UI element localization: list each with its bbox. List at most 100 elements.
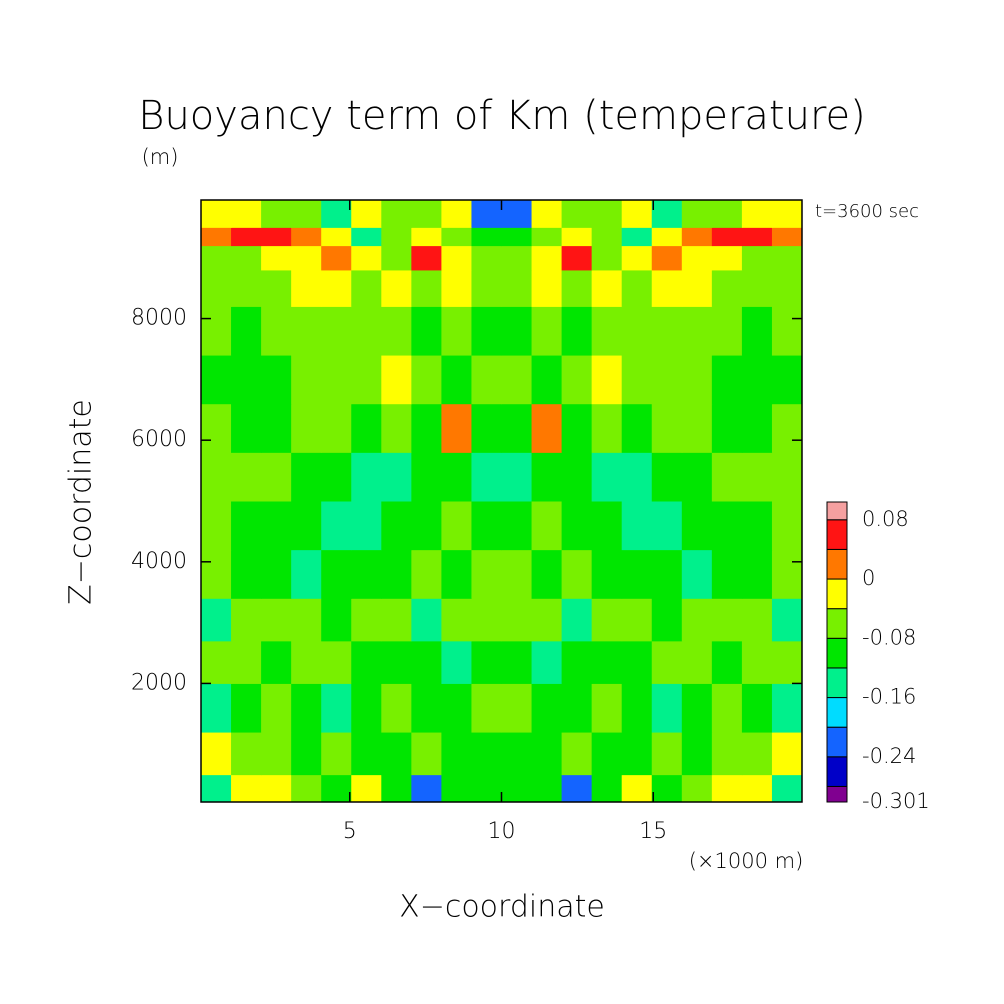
contour-cell	[711, 227, 743, 247]
contour-cell	[381, 306, 412, 356]
x-tick-label: 5	[343, 819, 357, 844]
contour-cell	[231, 774, 262, 803]
contour-cell	[351, 245, 382, 271]
contour-cell	[681, 269, 713, 307]
contour-cell	[621, 227, 653, 247]
x-unit: (×1000 m)	[689, 849, 804, 873]
contour-cell	[441, 200, 472, 228]
contour-cell	[591, 732, 623, 776]
contour-cell	[591, 306, 623, 356]
contour-cell	[351, 355, 382, 405]
contour-cell	[411, 598, 442, 642]
contour-cell	[621, 200, 653, 228]
colorbar-label: -0.08	[862, 625, 916, 649]
contour-cell	[471, 683, 502, 733]
contour-cell	[201, 403, 232, 453]
contour-cell	[351, 269, 382, 307]
contour-cell	[561, 501, 593, 551]
contour-cell	[201, 269, 232, 307]
contour-cell	[681, 598, 713, 642]
contour-cell	[561, 683, 593, 733]
contour-cell	[441, 269, 472, 307]
contour-cell	[321, 269, 352, 307]
contour-cell	[561, 227, 593, 247]
contour-cell	[501, 245, 533, 271]
colorbar-box	[826, 519, 848, 550]
contour-cell	[231, 549, 262, 599]
contour-cell	[321, 403, 352, 453]
contour-cell	[771, 598, 803, 642]
contour-cell	[591, 549, 623, 599]
contour-cell	[591, 227, 623, 247]
contour-cell	[531, 245, 563, 271]
contour-cell	[321, 245, 352, 271]
colorbar-box	[826, 501, 848, 521]
contour-cell	[681, 683, 713, 733]
contour-cell	[501, 774, 533, 803]
contour-cell	[201, 501, 232, 551]
contour-cell	[321, 452, 352, 502]
contour-cell	[711, 452, 743, 502]
colorbar-box	[826, 697, 848, 728]
contour-cell	[321, 683, 352, 733]
contour-cell	[621, 732, 653, 776]
contour-cell	[771, 245, 803, 271]
contour-cell	[441, 306, 472, 356]
contour-cell	[441, 245, 472, 271]
contour-cell	[261, 640, 292, 684]
contour-cell	[651, 306, 683, 356]
contour-cell	[261, 501, 292, 551]
contour-cell	[351, 501, 382, 551]
contour-cell	[441, 774, 472, 803]
contour-cell	[201, 452, 232, 502]
contour-cell	[321, 640, 352, 684]
contour-cell	[411, 200, 442, 228]
contour-cell	[771, 306, 803, 356]
contour-cell	[321, 732, 352, 776]
contour-cell	[681, 640, 713, 684]
contour-cell	[681, 774, 713, 803]
contour-cell	[531, 774, 563, 803]
y-tick-label: 4000	[131, 549, 187, 574]
contour-cell	[591, 640, 623, 684]
contour-cell	[741, 403, 773, 453]
contour-cell	[741, 355, 773, 405]
contour-cell	[441, 732, 472, 776]
contour-cell	[561, 200, 593, 228]
contour-cell	[681, 245, 713, 271]
contour-cell	[651, 245, 683, 271]
contour-cell	[501, 200, 533, 228]
contour-cell	[321, 774, 352, 803]
contour-cell	[261, 269, 292, 307]
contour-cell	[201, 245, 232, 271]
contour-cell	[381, 732, 412, 776]
contour-cell	[741, 245, 773, 271]
contour-cell	[501, 549, 533, 599]
contour-cell	[411, 227, 442, 247]
contour-cell	[771, 732, 803, 776]
contour-cell	[441, 549, 472, 599]
contour-cell	[681, 732, 713, 776]
contour-cell	[501, 452, 533, 502]
contour-cell	[261, 774, 292, 803]
y-axis-label: Z−coordinate	[64, 399, 99, 605]
contour-cell	[681, 227, 713, 247]
contour-cell	[561, 774, 593, 803]
contour-cell	[381, 683, 412, 733]
contour-cell	[411, 269, 442, 307]
contour-cell	[291, 269, 322, 307]
contour-cell	[351, 598, 382, 642]
contour-cell	[771, 549, 803, 599]
contour-cell	[441, 227, 472, 247]
contour-cell	[201, 598, 232, 642]
contour-cell	[231, 452, 262, 502]
contour-cell	[591, 501, 623, 551]
contour-cell	[531, 200, 563, 228]
contour-cell	[471, 452, 502, 502]
contour-cell	[381, 403, 412, 453]
contour-cell	[291, 452, 322, 502]
colorbar-label: 0.08	[862, 507, 909, 531]
colorbar-box	[826, 578, 848, 610]
contour-cell	[261, 227, 292, 247]
